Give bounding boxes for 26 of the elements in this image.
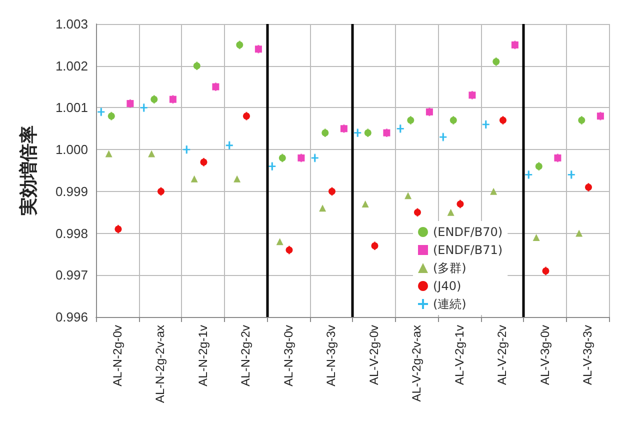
x-tick-label: AL-N-2g-2v [238,325,253,386]
x-tick-label: AL-V-2g-0v [366,325,381,386]
legend-label: (連続) [433,297,466,311]
x-tick-label: AL-N-3g-3v [324,325,338,386]
x-tick-label: AL-N-2g-2v-ax [153,325,168,404]
x-tick-label: AL-N-2g-1v [196,325,210,386]
y-tick-label: 0.998 [55,226,88,241]
y-tick-label: 1.001 [55,100,88,116]
y-tick-label: 0.999 [55,184,88,199]
y-tick-label: 0.997 [55,268,88,283]
y-tick-label: 1.002 [55,58,88,74]
x-tick-label: AL-V-2g-2v [495,325,510,386]
x-tick-label: AL-V-2g-2v-ax [410,325,424,402]
legend-label: (ENDF/B71) [433,243,503,257]
y-tick-label: 1.003 [55,16,88,32]
legend-label: (多群) [433,261,466,275]
x-tick-label: AL-V-2g-1v [452,325,466,386]
y-tick-label: 1.000 [55,142,88,158]
y-tick-label: 0.996 [55,310,88,324]
x-tick-label: AL-N-3g-0v [281,325,296,386]
legend-label: (ENDF/B70) [433,225,503,239]
x-tick-label: AL-V-3g-0v [538,325,552,386]
y-axis-title: 実効増倍率 [18,126,40,216]
x-tick-label: AL-V-3g-3v [580,325,595,386]
legend-label: (J40) [433,279,462,293]
x-tick-label: AL-N-2g-0v [110,325,124,386]
